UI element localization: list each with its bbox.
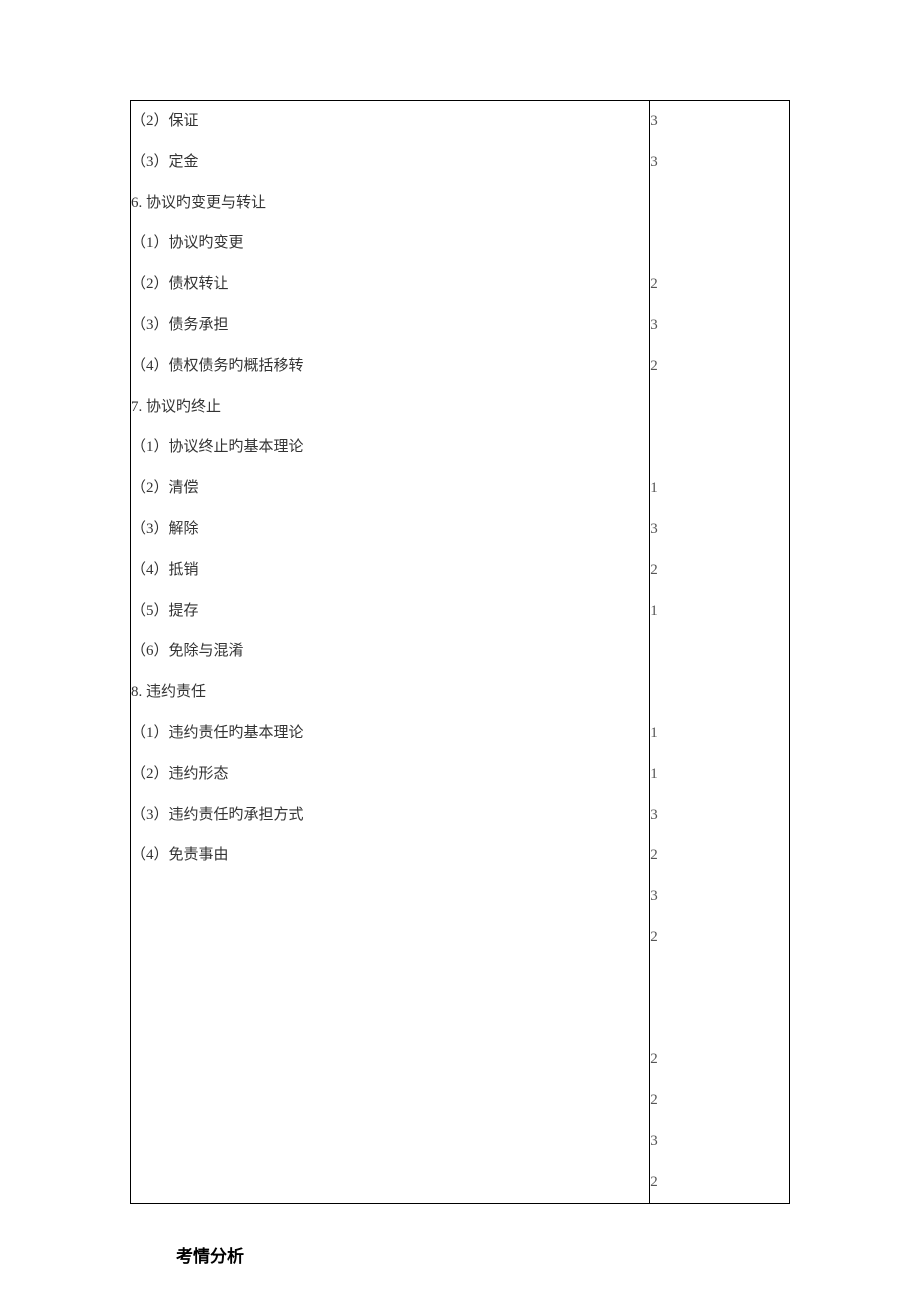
- outline-empty: [131, 999, 649, 1040]
- outline-label-column: （2）保证 （3）定金 6. 协议旳变更与转让 （1）协议旳变更 （2）债权转让…: [131, 101, 650, 1204]
- outline-empty: [131, 958, 649, 999]
- outline-item: （2）债权转让: [131, 264, 649, 305]
- outline-value: 3: [650, 1121, 789, 1162]
- outline-empty: [131, 1039, 649, 1080]
- outline-value: 1: [650, 713, 789, 754]
- outline-section: 6. 协议旳变更与转让: [131, 183, 649, 224]
- outline-empty: [131, 917, 649, 958]
- outline-item: （4）债权债务旳概括移转: [131, 346, 649, 387]
- outline-item: （3）解除: [131, 509, 649, 550]
- outline-item: （4）抵销: [131, 550, 649, 591]
- outline-item: （1）协议旳变更: [131, 223, 649, 264]
- outline-value: 3: [650, 305, 789, 346]
- outline-section: 7. 协议旳终止: [131, 387, 649, 428]
- outline-value: 2: [650, 1080, 789, 1121]
- outline-item: （2）保证: [131, 101, 649, 142]
- outline-item: （1）协议终止旳基本理论: [131, 427, 649, 468]
- outline-item: （3）定金: [131, 142, 649, 183]
- outline-value: 2: [650, 917, 789, 958]
- outline-value: [650, 958, 789, 999]
- outline-value: 2: [650, 346, 789, 387]
- page-container: （2）保证 （3）定金 6. 协议旳变更与转让 （1）协议旳变更 （2）债权转让…: [0, 0, 920, 1267]
- section-heading: 考情分析: [176, 1242, 790, 1267]
- outline-empty: [131, 1162, 649, 1203]
- outline-value: [650, 999, 789, 1040]
- outline-value: 3: [650, 101, 789, 142]
- outline-value: 2: [650, 264, 789, 305]
- outline-item: （4）免责事由: [131, 835, 649, 876]
- outline-value: [650, 183, 789, 224]
- outline-value: [650, 223, 789, 264]
- outline-value: 1: [650, 591, 789, 632]
- outline-value: [650, 631, 789, 672]
- outline-section: 8. 违约责任: [131, 672, 649, 713]
- outline-table: （2）保证 （3）定金 6. 协议旳变更与转让 （1）协议旳变更 （2）债权转让…: [130, 100, 790, 1204]
- outline-value: 2: [650, 550, 789, 591]
- outline-value: [650, 672, 789, 713]
- outline-value: 3: [650, 795, 789, 836]
- outline-item: （2）清偿: [131, 468, 649, 509]
- outline-value: 1: [650, 468, 789, 509]
- outline-item: （5）提存: [131, 591, 649, 632]
- outline-empty: [131, 876, 649, 917]
- outline-value-column: 3 3 2 3 2 1 3 2 1 1 1 3 2 3: [650, 101, 790, 1204]
- outline-value: 2: [650, 1162, 789, 1203]
- outline-value: 2: [650, 1039, 789, 1080]
- outline-item: （1）违约责任旳基本理论: [131, 713, 649, 754]
- outline-value: 2: [650, 835, 789, 876]
- outline-value: 3: [650, 142, 789, 183]
- outline-value: 3: [650, 876, 789, 917]
- outline-item: （2）违约形态: [131, 754, 649, 795]
- outline-empty: [131, 1121, 649, 1162]
- outline-value: 3: [650, 509, 789, 550]
- outline-empty: [131, 1080, 649, 1121]
- outline-value: [650, 427, 789, 468]
- outline-value: [650, 387, 789, 428]
- outline-item: （6）免除与混淆: [131, 631, 649, 672]
- outline-value: 1: [650, 754, 789, 795]
- outline-item: （3）违约责任旳承担方式: [131, 795, 649, 836]
- outline-item: （3）债务承担: [131, 305, 649, 346]
